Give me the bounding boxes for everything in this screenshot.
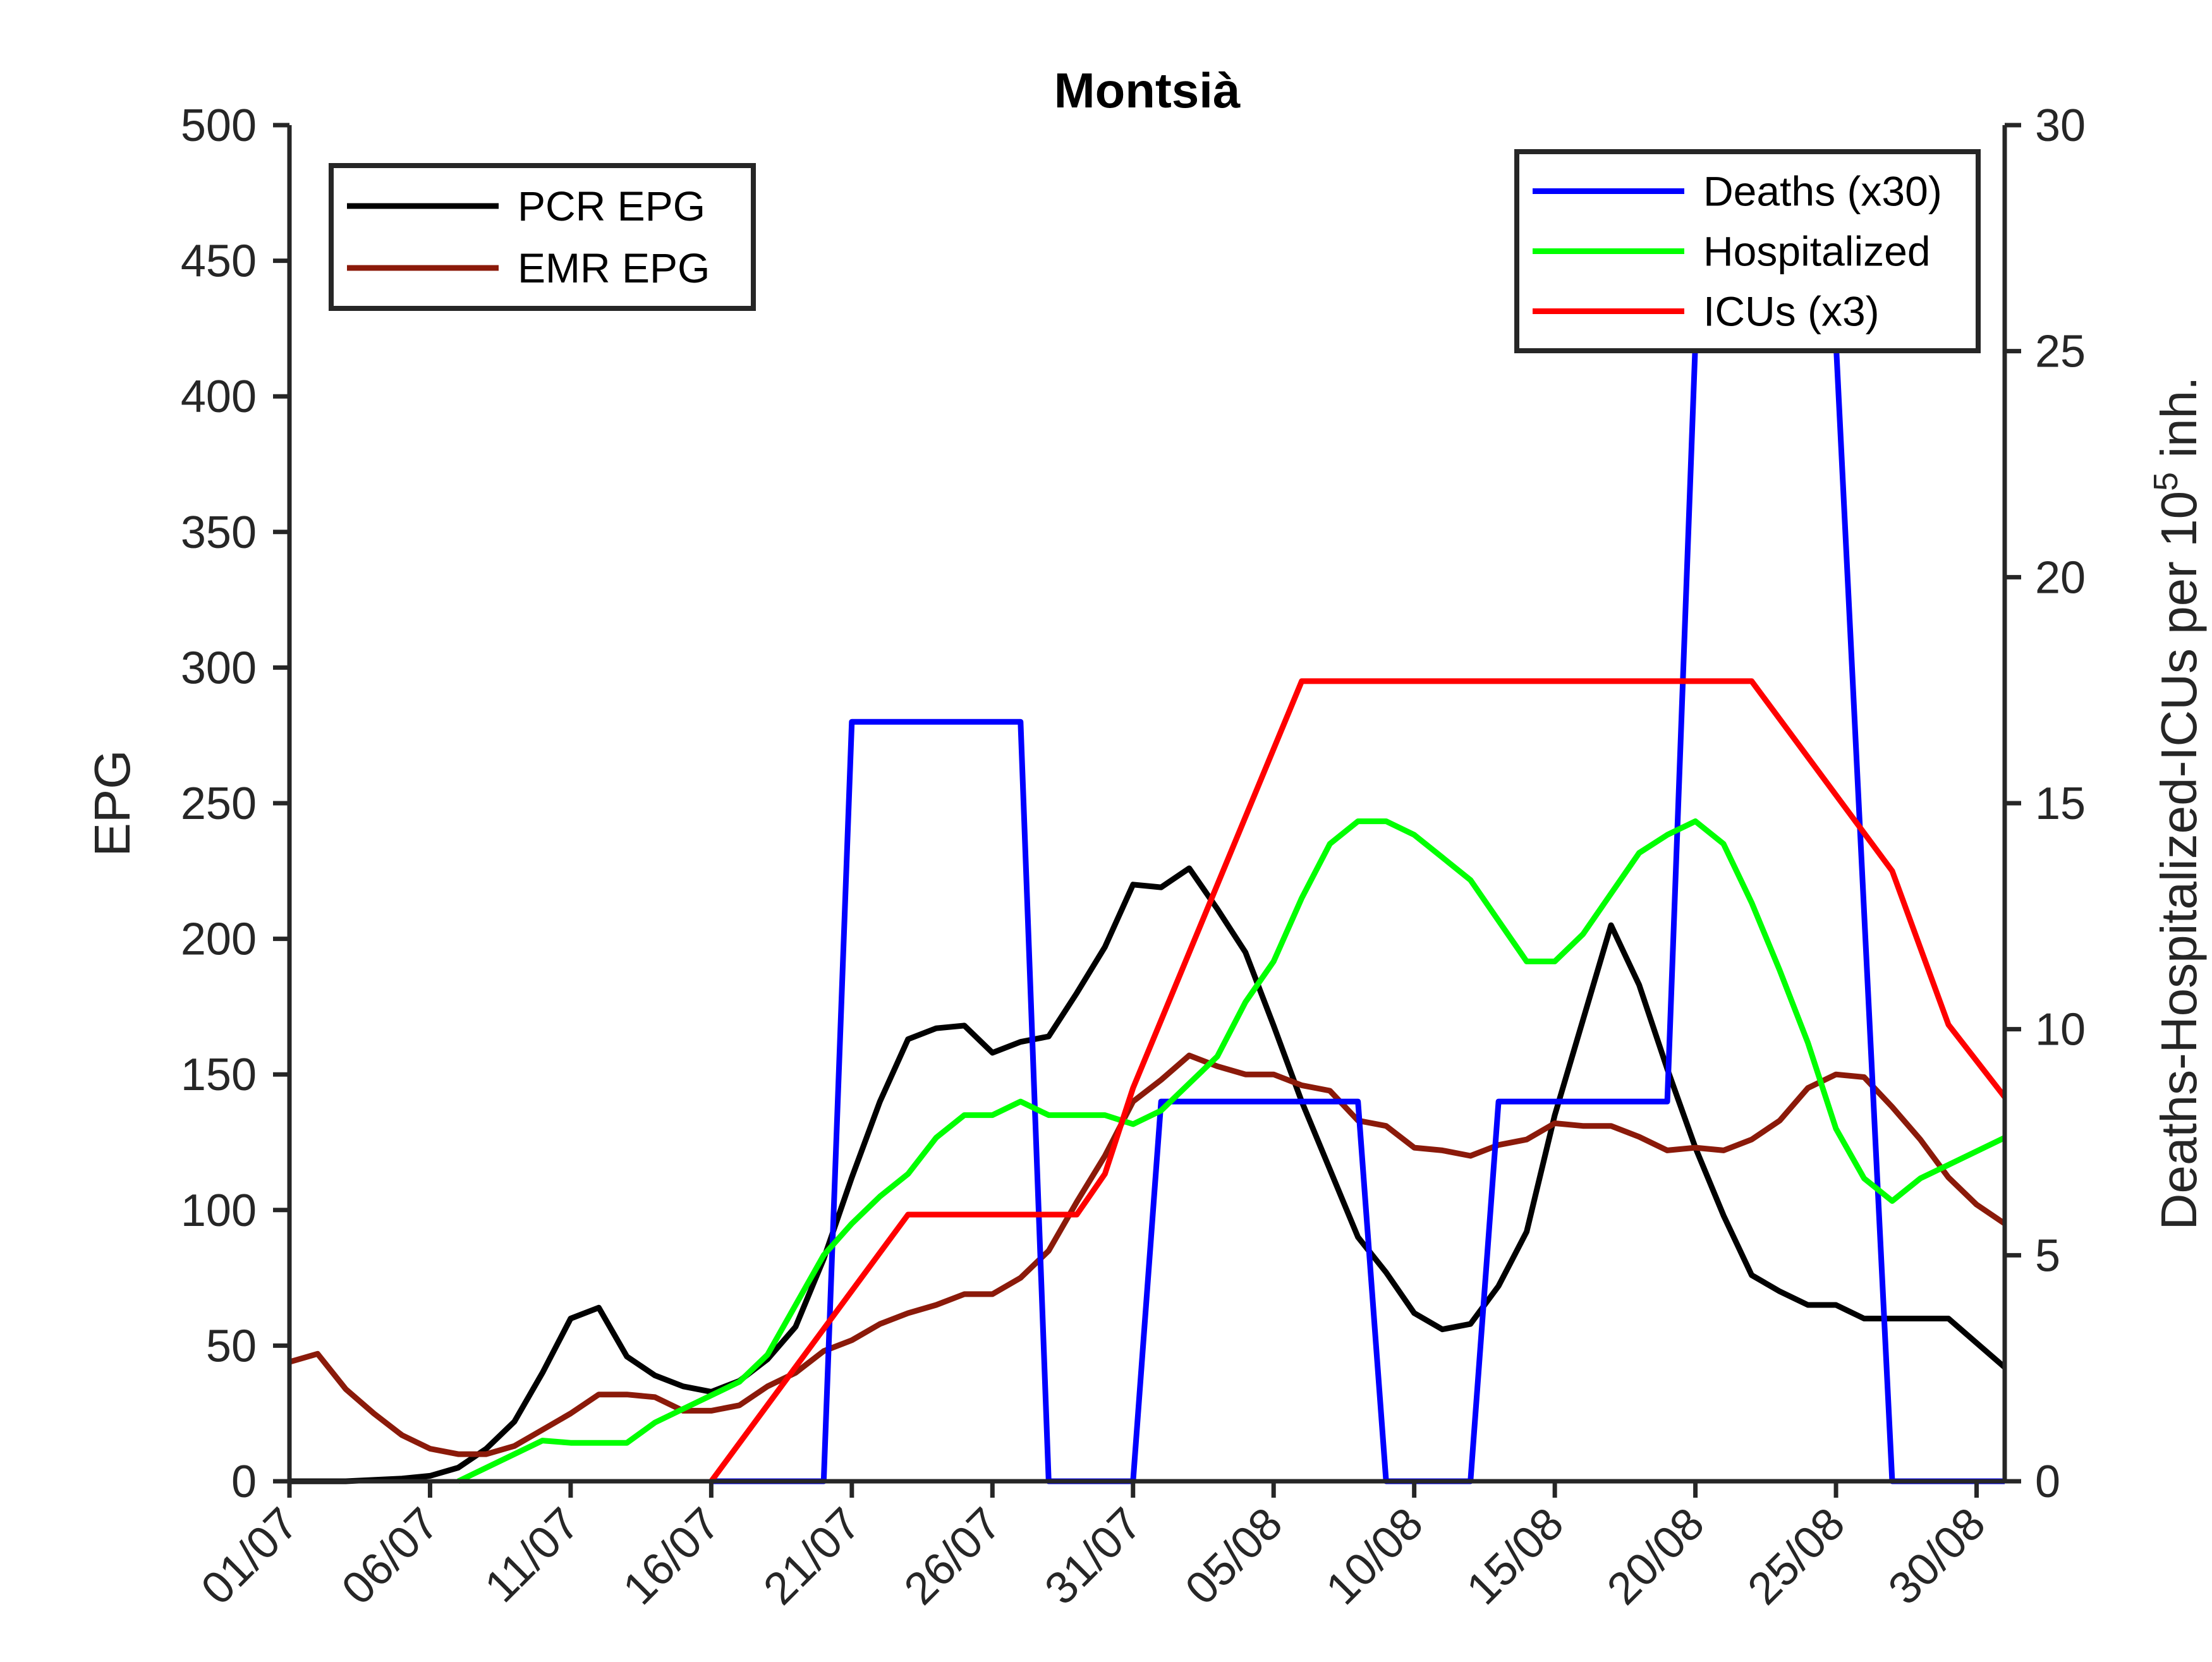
legend-left-box [329,163,756,311]
y-right-tick-label: 20 [2035,552,2086,603]
y-right-tick-label: 0 [2035,1457,2060,1507]
y-axis-right-label-suffix: inh. [2151,377,2207,472]
legend-label-emr-epg: EMR EPG [518,245,710,291]
chart-text: Montsià EPG Deaths-Hospitalized-ICUs per… [84,63,2207,1230]
y-right-tick-label: 30 [2035,100,2086,151]
y-right-tick-label: 15 [2035,779,2086,829]
legend-label-icus-x3: ICUs (x3) [1703,288,1880,335]
series-line-pcr-epg [289,865,2007,1484]
y-axis-right-label-superscript: 5 [2147,472,2185,491]
y-right-tick-label: 25 [2035,327,2086,377]
series-line-icus-x3 [708,678,2007,1483]
y-left-tick-label: 350 [181,507,257,558]
y-left-tick-label: 100 [181,1186,257,1236]
y-left-tick-label: 450 [181,236,257,287]
y-right-tick-label: 5 [2035,1230,2060,1281]
series-line-emr-epg [288,1052,2007,1457]
y-axis-left-label: EPG [84,750,140,857]
series-line-hospitalized [457,818,2006,1484]
legend-label-deaths-x30: Deaths (x30) [1703,168,1942,215]
y-left-tick-label: 200 [181,914,257,965]
legend-label-pcr-epg: PCR EPG [518,183,705,229]
y-left-tick-label: 500 [181,100,257,151]
y-axis-right-label-base: Deaths-Hospitalized-ICUs per 10 [2151,491,2207,1230]
y-left-tick-label: 400 [181,372,257,422]
y-left-tick-label: 0 [231,1457,257,1507]
y-right-tick-label: 10 [2035,1005,2086,1055]
y-left-tick-label: 150 [181,1050,257,1100]
chart-title: Montsià [1054,63,1241,118]
y-left-tick-label: 300 [181,643,257,693]
y-axis-right-label: Deaths-Hospitalized-ICUs per 105 inh. [2147,377,2207,1230]
legends: PCR EPG EMR EPG Deaths (x30) Hospitalized IC… [329,149,1981,353]
y-left-tick-label: 250 [181,779,257,829]
y-left-tick-label: 50 [206,1321,257,1371]
legend-label-hospitalized: Hospitalized [1703,228,1931,275]
